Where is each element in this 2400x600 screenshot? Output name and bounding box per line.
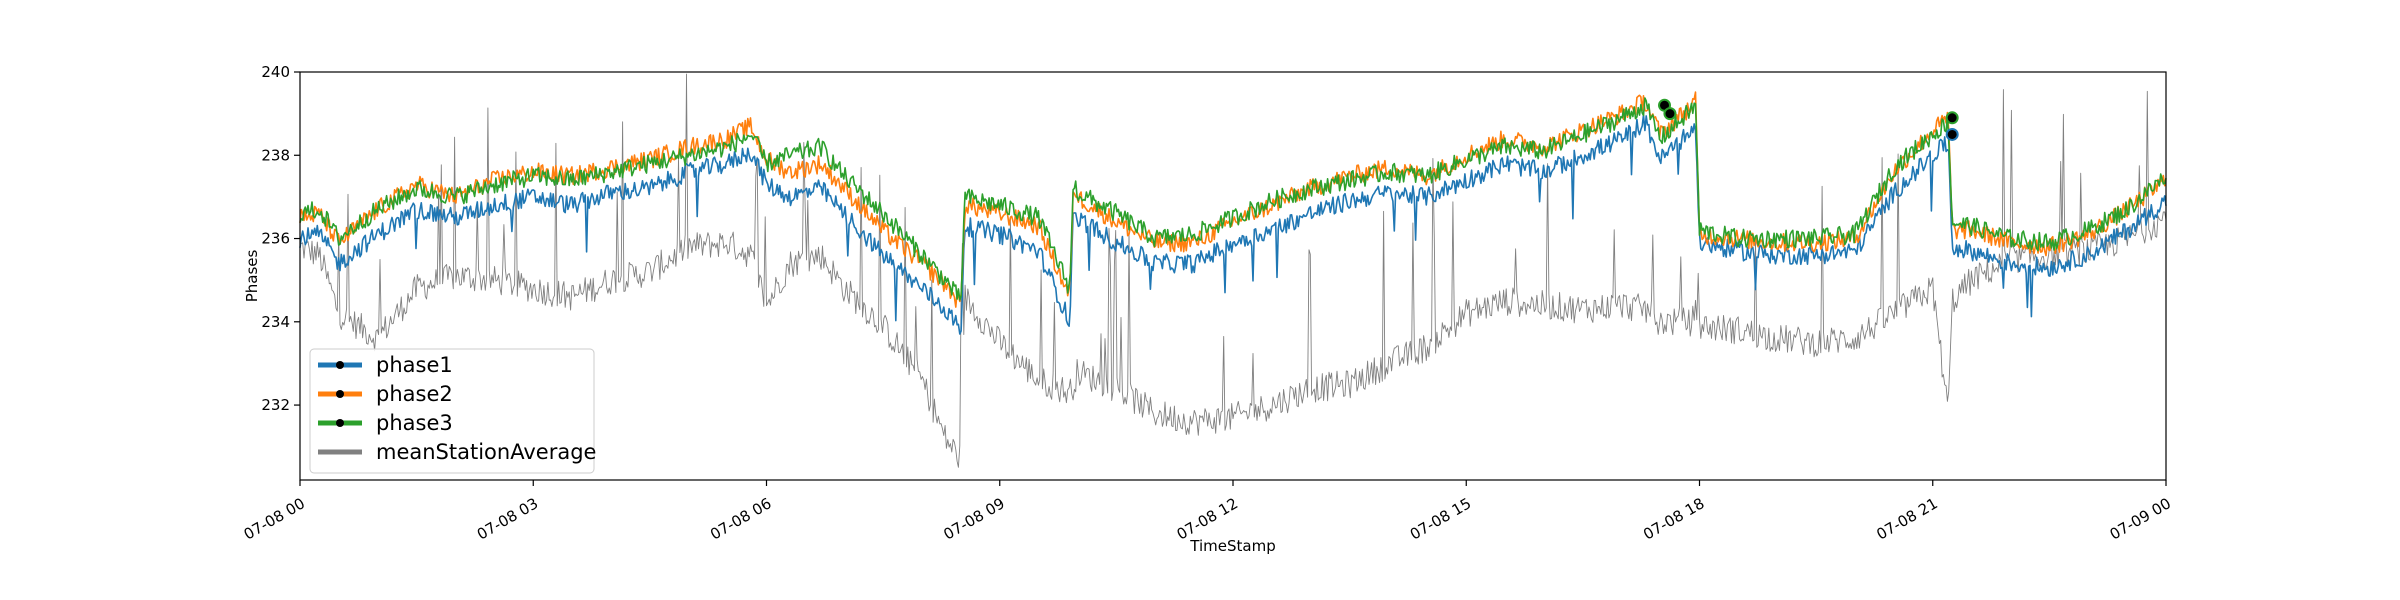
legend-marker-phase3	[336, 419, 344, 427]
legend-marker-phase1	[336, 361, 344, 369]
plot-area-background	[300, 72, 2166, 480]
x-tick-label: 07-08 15	[1407, 494, 1474, 543]
x-axis-label: TimeStamp	[1189, 537, 1275, 555]
y-axis: 232 234 236 238 240	[261, 63, 300, 414]
legend-label-phase1: phase1	[376, 353, 453, 377]
series-layer	[299, 73, 2167, 468]
legend-label-phase3: phase3	[376, 411, 453, 435]
x-tick-label: 07-08 00	[241, 494, 308, 543]
x-tick-label: 07-08 21	[1873, 494, 1940, 543]
x-tick-label: 07-08 09	[940, 494, 1007, 543]
x-tick-label: 07-08 18	[1640, 494, 1707, 543]
x-tick-label: 07-08 06	[707, 494, 774, 543]
y-tick-label: 240	[261, 63, 290, 81]
data-point-marker	[1945, 127, 1959, 141]
legend-marker-phase2	[336, 390, 344, 398]
legend-box	[309, 348, 595, 474]
series-line-phase2	[299, 91, 2167, 308]
series-line-meanStationAverage	[299, 73, 2167, 468]
legend: phase1 phase2 phase3 meanStationAverage	[309, 348, 596, 474]
y-axis-label: Phases	[243, 250, 261, 303]
data-point-marker	[1945, 111, 1959, 125]
legend-label-phase2: phase2	[376, 382, 453, 406]
x-tick-label: 07-09 00	[2107, 494, 2174, 543]
data-point-marker	[1663, 107, 1677, 121]
y-tick-label: 236	[261, 230, 290, 248]
marker-layer	[1658, 98, 1959, 141]
x-axis: 07-08 00 07-08 03 07-08 06 07-08 09 07-08 12…	[241, 480, 2174, 544]
x-tick-label: 07-08 03	[474, 494, 541, 543]
y-tick-label: 234	[261, 313, 290, 331]
legend-label-meanStationAverage: meanStationAverage	[376, 440, 596, 464]
y-tick-label: 232	[261, 396, 290, 414]
y-tick-label: 238	[261, 146, 290, 164]
series-line-phase3	[299, 97, 2167, 301]
series-line-phase1	[299, 114, 2167, 335]
